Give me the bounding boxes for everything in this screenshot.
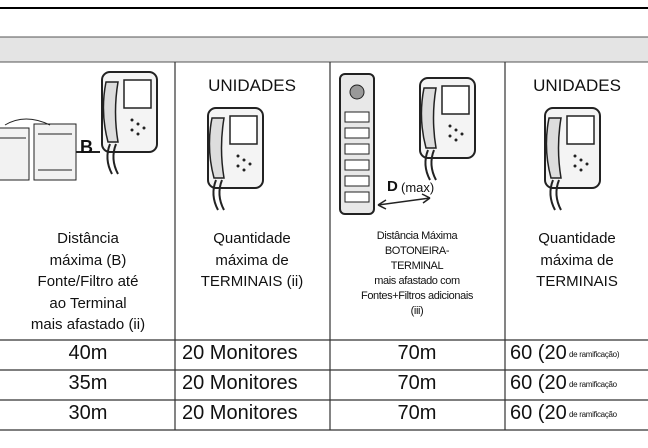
header-line: mais afastado (ii) (30, 316, 146, 333)
cell-monitors: 20 Monitores (182, 372, 298, 394)
table-grid (0, 62, 648, 431)
cell-distance: 35m (68, 372, 108, 394)
door-panel-icon (339, 73, 375, 215)
header-line: máxima (B) (49, 251, 127, 269)
cell-distance: 40m (68, 342, 108, 364)
diagram-label: (max) (401, 180, 435, 195)
monitor-icon (207, 107, 264, 211)
header-line: (iii) (410, 305, 424, 317)
section-band (0, 36, 648, 63)
header-line: Fontes+Filtros adicionais (361, 290, 473, 302)
cell-max-distance: 70m (397, 342, 437, 364)
cell-terminals: 60 (20 (510, 402, 567, 424)
diagram-label: B (80, 137, 93, 157)
header-line: TERMINAL (390, 260, 444, 272)
cell-branch: de ramificação) (569, 350, 620, 359)
distance-arrow (377, 193, 431, 210)
header-line: máxima de (540, 251, 614, 269)
cell-distance: 30m (68, 402, 108, 424)
header-line: Distância Máxima (376, 230, 458, 242)
header-line: Fonte/Filtro até (37, 273, 139, 290)
cell-max-distance: 70m (397, 402, 437, 424)
cell-max-distance: 70m (397, 372, 437, 394)
header-line: ao Terminal (49, 294, 127, 312)
cell-branch: de ramificação (569, 380, 617, 389)
header-line: TERMINAIS (536, 273, 618, 290)
header-line: máxima de (215, 251, 289, 269)
header-line: BOTONEIRA- (384, 245, 450, 257)
monitor-icon (101, 71, 158, 175)
header-line: mais afastado com (374, 275, 460, 287)
power-supply-icon (0, 118, 77, 181)
diagram-label: D (387, 178, 398, 195)
unit-label: UNIDADES (533, 76, 621, 95)
monitor-icon (544, 107, 601, 211)
header-line: Quantidade (538, 230, 616, 247)
cell-monitors: 20 Monitores (182, 342, 298, 364)
cell-branch: de ramificação (569, 410, 617, 419)
cell-monitors: 20 Monitores (182, 402, 298, 424)
header-line: TERMINAIS (ii) (200, 273, 304, 290)
monitor-icon (419, 77, 476, 181)
header-line: Distância (57, 230, 119, 247)
cell-terminals: 60 (20 (510, 342, 567, 364)
cell-terminals: 60 (20 (510, 372, 567, 394)
unit-label: UNIDADES (208, 76, 296, 95)
header-line: Quantidade (213, 230, 291, 247)
